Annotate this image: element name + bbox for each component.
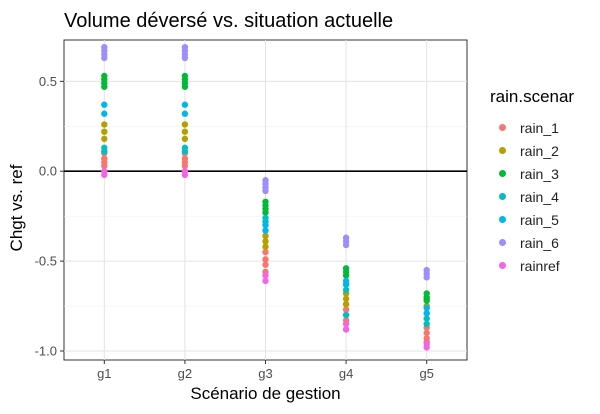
data-point-rain_3: [342, 272, 350, 279]
data-point-rain_2: [181, 135, 189, 143]
x-tick-label: g1: [97, 366, 111, 381]
legend-label: rainref: [520, 257, 560, 274]
legend-marker: [498, 124, 506, 131]
legend-key: [490, 208, 514, 231]
data-point-rain_6: [342, 241, 350, 249]
data-point-rain_1: [423, 329, 430, 337]
data-point-rainref: [262, 272, 269, 279]
legend-item: rain_1: [490, 116, 574, 139]
legend-key: [490, 185, 514, 208]
data-point-rain_6: [101, 54, 108, 62]
data-point-rain_2: [342, 295, 350, 303]
data-point-rain_5: [181, 110, 189, 117]
legend-label: rain_4: [520, 188, 559, 205]
data-point-rain_4: [423, 320, 430, 328]
data-point-rain_6: [181, 54, 189, 62]
data-point-rain_5: [423, 310, 430, 317]
data-point-rainref: [423, 344, 430, 351]
legend-label: rain_2: [520, 142, 559, 159]
legend-key: [490, 254, 514, 277]
data-point-rain_4: [342, 311, 350, 319]
data-point-rain_3: [181, 83, 189, 90]
data-point-rain_1: [101, 162, 108, 170]
chart-title: Volume déversé vs. situation actuelle: [64, 10, 394, 32]
x-tick-label: g2: [178, 366, 192, 381]
data-point-rainref: [181, 171, 189, 179]
data-point-rain_2: [181, 121, 189, 128]
legend-item: rain_6: [490, 231, 574, 254]
x-axis-title: Scénario de gestion: [190, 384, 341, 403]
y-tick-label: 0.5: [39, 74, 57, 89]
data-point-rainref: [342, 320, 350, 328]
legend-marker: [498, 170, 506, 177]
legend-label: rain_1: [520, 119, 559, 136]
legend-key: [490, 162, 514, 185]
x-tick-label: g5: [419, 366, 433, 381]
legend-label: rain_6: [520, 234, 559, 251]
data-point-rain_6: [423, 274, 430, 281]
data-point-rain_2: [262, 232, 269, 240]
legend-item: rain_2: [490, 139, 574, 162]
data-point-rain_1: [262, 256, 269, 263]
data-point-rain_1: [342, 306, 350, 313]
legend: rain.scenar rain_1 rain_2 rain_3 rain_4 rain…: [490, 87, 574, 277]
data-point-rain_5: [101, 101, 108, 108]
data-point-rain_2: [101, 121, 108, 128]
legend-key: [490, 139, 514, 162]
data-point-rain_1: [181, 162, 189, 170]
x-axis-ticks: g1 g2 g3 g4 g5: [97, 360, 434, 381]
y-tick-label: -1.0: [35, 344, 57, 359]
data-point-rain_2: [262, 243, 269, 250]
data-point-rain_2: [101, 128, 108, 135]
legend-marker: [498, 147, 506, 154]
data-point-rain_5: [342, 281, 350, 288]
data-point-rain_3: [101, 83, 108, 90]
y-axis-ticks: 0.5 0.0 -0.5 -1.0: [35, 74, 64, 359]
legend-item: rain_4: [490, 185, 574, 208]
legend-item: rainref: [490, 254, 574, 277]
legend-item: rain_5: [490, 208, 574, 231]
legend-label: rain_5: [520, 211, 559, 228]
data-point-rain_6: [262, 187, 269, 195]
legend-label: rain_3: [520, 165, 559, 182]
legend-key: [490, 116, 514, 139]
legend-key: [490, 231, 514, 254]
data-point-rain_1: [262, 248, 269, 256]
legend-marker: [498, 262, 506, 269]
data-point-rain_2: [342, 301, 350, 308]
y-axis-title: Chgt vs. ref: [7, 164, 26, 252]
x-tick-label: g3: [258, 366, 272, 381]
y-tick-label: 0.0: [39, 164, 57, 179]
legend-item: rain_3: [490, 162, 574, 185]
data-point-rain_1: [262, 261, 269, 268]
data-point-rain_5: [423, 304, 430, 312]
legend-marker: [498, 193, 506, 200]
data-point-rain_3: [262, 209, 269, 216]
legend-marker: [498, 216, 506, 223]
data-point-rain_5: [181, 101, 189, 108]
data-point-rain_2: [181, 128, 189, 135]
data-point-rain_4: [101, 148, 108, 155]
data-point-rainref: [342, 326, 350, 333]
data-point-rainref: [101, 171, 108, 179]
data-point-rain_2: [262, 238, 269, 245]
data-point-rain_3: [423, 297, 430, 304]
data-point-rain_5: [262, 227, 269, 234]
data-point-rain_4: [423, 315, 430, 322]
legend-marker: [498, 239, 506, 246]
y-tick-label: -0.5: [35, 254, 57, 269]
x-tick-label: g4: [339, 366, 353, 381]
data-points: [101, 43, 430, 351]
data-point-rain_5: [101, 110, 108, 117]
data-point-rainref: [262, 277, 269, 285]
data-point-rain_4: [342, 286, 350, 294]
data-point-rain_2: [101, 135, 108, 143]
data-point-rain_5: [262, 221, 269, 229]
data-point-rain_4: [181, 148, 189, 155]
legend-title: rain.scenar: [490, 87, 575, 106]
